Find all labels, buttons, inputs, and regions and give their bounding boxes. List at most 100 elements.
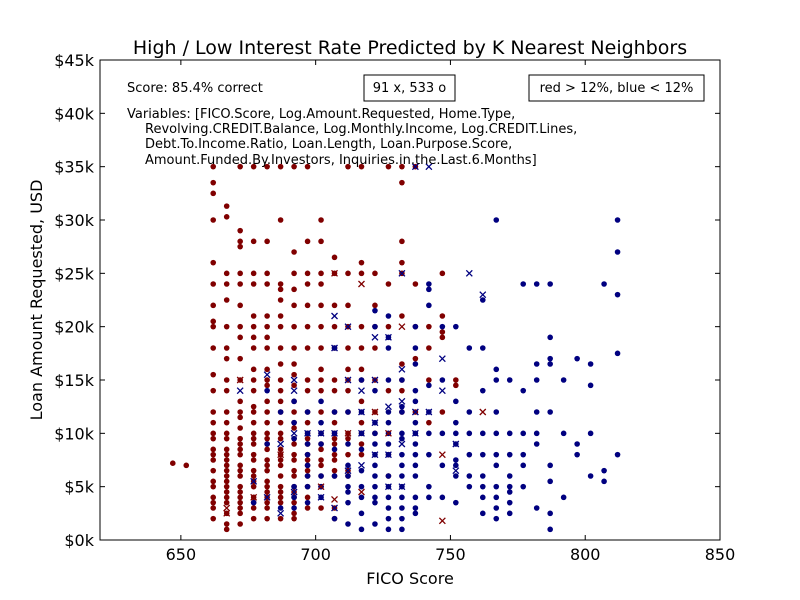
data-point-high-circle — [331, 302, 338, 309]
data-point-high-circle — [210, 163, 217, 170]
data-point-high-circle — [345, 163, 351, 170]
data-point-high-circle — [385, 387, 392, 394]
data-point-high-circle — [358, 441, 365, 447]
data-point-high-circle — [304, 345, 311, 351]
data-point-low-cross — [479, 291, 487, 299]
data-point-high-circle — [264, 457, 270, 463]
data-point-low-cross — [358, 429, 365, 437]
y-tick-label: $30k — [54, 211, 95, 230]
data-point-high-circle — [277, 323, 284, 330]
data-point-high-circle — [250, 441, 257, 447]
data-point-high-circle — [358, 259, 365, 266]
x-axis-ticks: 650 700 750 800 850 — [166, 60, 735, 564]
y-tick-label: $25k — [54, 264, 95, 283]
data-point-low-circle — [412, 361, 419, 367]
data-point-low-circle — [506, 499, 513, 506]
data-point-low-circle — [453, 323, 459, 330]
data-point-high-circle — [210, 281, 217, 287]
data-point-low-circle — [264, 387, 270, 394]
data-point-high-cross — [331, 496, 338, 503]
data-point-low-circle — [412, 505, 419, 511]
data-point-low-circle — [533, 409, 540, 415]
data-point-high-circle — [223, 521, 230, 527]
data-point-low-circle — [493, 515, 500, 522]
data-point-low-cross — [452, 440, 460, 448]
data-point-high-circle — [237, 435, 243, 442]
data-point-high-circle — [183, 462, 190, 469]
data-point-low-circle — [345, 462, 351, 469]
data-point-high-circle — [237, 462, 243, 469]
data-point-high-circle — [223, 478, 230, 485]
data-point-high-circle — [210, 259, 217, 266]
data-point-high-cross — [331, 269, 338, 277]
data-point-high-circle — [210, 371, 217, 378]
data-point-low-circle — [560, 494, 567, 501]
data-point-high-circle — [331, 451, 338, 458]
data-point-low-circle — [399, 451, 405, 458]
data-point-low-circle — [318, 398, 324, 405]
data-point-high-circle — [372, 270, 378, 277]
data-point-high-circle — [237, 473, 243, 479]
data-point-high-circle — [331, 435, 338, 442]
data-point-high-circle — [372, 302, 378, 309]
variables-line-3: Debt.To.Income.Ratio, Loan.Length, Loan.… — [145, 137, 512, 152]
data-point-low-cross — [317, 429, 325, 437]
data-point-low-cross — [371, 333, 379, 341]
data-point-high-circle — [264, 238, 270, 245]
data-point-high-circle — [426, 323, 432, 330]
data-point-high-circle — [237, 467, 243, 474]
data-point-low-circle — [304, 462, 311, 469]
data-point-high-circle — [210, 499, 217, 506]
data-point-low-circle — [412, 510, 419, 517]
data-point-low-cross — [371, 451, 379, 459]
data-point-high-circle — [277, 345, 284, 351]
x-tick-label: 700 — [300, 545, 331, 564]
data-point-high-circle — [264, 270, 270, 277]
data-point-high-circle — [385, 323, 392, 330]
data-point-low-circle — [345, 473, 351, 479]
data-point-high-circle — [237, 409, 243, 415]
data-point-high-circle — [250, 473, 257, 479]
data-point-high-circle — [223, 499, 230, 506]
data-point-high-circle — [426, 377, 432, 383]
data-point-high-circle — [291, 270, 297, 277]
data-point-high-circle — [210, 345, 217, 351]
data-point-low-circle — [385, 419, 392, 426]
data-point-high-circle — [210, 457, 217, 463]
data-point-high-circle — [277, 446, 284, 453]
data-point-high-circle — [264, 419, 270, 426]
data-point-low-circle — [601, 478, 607, 485]
data-point-low-circle — [466, 430, 473, 437]
data-point-low-cross — [331, 429, 338, 437]
data-point-high-circle — [291, 302, 297, 309]
data-point-high-circle — [291, 467, 297, 474]
data-point-high-circle — [223, 270, 230, 277]
data-point-low-circle — [453, 398, 459, 405]
data-point-low-circle — [453, 462, 459, 469]
data-point-high-circle — [331, 323, 338, 330]
data-point-low-circle — [345, 489, 351, 495]
data-point-low-cross — [358, 408, 365, 416]
data-point-low-circle — [466, 451, 473, 458]
y-tick-label: $45k — [54, 51, 95, 70]
data-point-high-circle — [223, 446, 230, 453]
data-point-low-circle — [385, 526, 392, 533]
data-point-high-cross — [344, 429, 352, 437]
x-tick-label: 750 — [435, 545, 466, 564]
counts-box — [363, 74, 456, 102]
data-point-low-cross — [398, 440, 406, 448]
data-point-low-cross — [290, 376, 298, 384]
y-axis-ticks: $0k $5k $10k $15k $20k $25k $30k $35k $40k $45k — [54, 51, 720, 550]
data-point-low-circle — [601, 467, 607, 474]
legend-annotation: red > 12%, blue < 12% — [540, 81, 694, 96]
data-point-low-circle — [426, 302, 432, 309]
data-point-low-circle — [506, 483, 513, 490]
data-point-low-circle — [385, 345, 392, 351]
data-point-low-circle — [372, 462, 378, 469]
data-point-low-circle — [533, 281, 540, 287]
data-point-low-circle — [426, 494, 432, 501]
data-point-high-circle — [277, 499, 284, 506]
data-point-low-circle — [479, 473, 486, 479]
data-point-high-circle — [345, 302, 351, 309]
